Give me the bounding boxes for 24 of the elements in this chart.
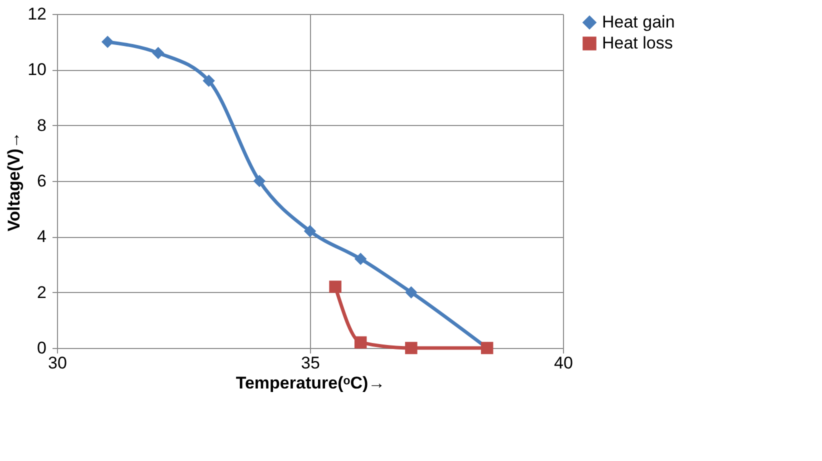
legend-label: Heat loss (602, 34, 673, 52)
y-tick-label: 0 (37, 338, 46, 358)
x-axis-title: Temperature(ᵒC)→ (236, 374, 386, 392)
point (354, 336, 367, 349)
y-axis-title: Voltage(V)→ (4, 132, 24, 232)
point (405, 342, 418, 354)
point (329, 280, 342, 293)
point (202, 74, 215, 87)
point (253, 174, 266, 188)
y-tick-label: 6 (37, 172, 46, 190)
y-tick-label: 10 (28, 60, 46, 80)
x-tick-label: 35 (301, 354, 320, 372)
y-tick-label: 12 (28, 4, 46, 24)
y-tick-label: 4 (37, 227, 46, 246)
point (101, 36, 114, 48)
point (405, 286, 418, 298)
y-tick-label: 8 (37, 116, 46, 135)
x-tick-label: 40 (554, 354, 573, 372)
point (304, 224, 316, 238)
point (152, 46, 164, 60)
y-tick-label: 2 (37, 282, 46, 302)
legend-label: Heat gain (602, 12, 675, 32)
point (354, 252, 367, 266)
x-tick-label: 30 (48, 354, 67, 372)
